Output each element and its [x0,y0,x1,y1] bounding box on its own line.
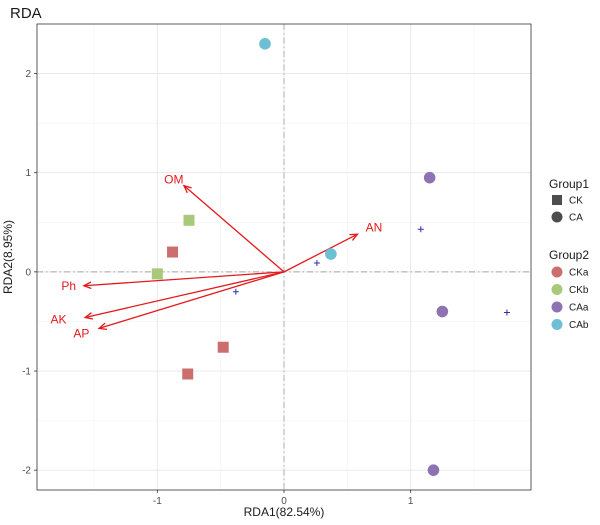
legend-label-ca: CA [569,213,583,224]
x-axis-ticks: -1 0 1 [153,490,414,507]
y-axis-ticks: -2 -1 0 1 2 [22,69,37,477]
legend-key-ckb [551,284,563,295]
legend-label-cab: CAb [569,320,589,331]
x-axis-title: RDA1(82.54%) [244,505,325,519]
y-tick-label: -1 [22,367,31,378]
legend-key-ck [552,195,562,205]
arrow-label-ak: AK [51,312,67,326]
arrow-head-an [349,233,359,241]
arrow-label-om: OM [164,173,183,187]
legend-label-ck: CK [569,196,583,207]
sample-point-cab [259,38,271,50]
arrow-head-om [182,184,192,194]
legend-label-caa: CAa [569,303,589,314]
sample-point-caa [436,305,449,318]
legend-key-cka [551,266,563,278]
arrow-line-om [183,185,285,273]
sample-point-cka [217,341,229,353]
species-points [232,226,510,316]
species-point [503,309,510,316]
arrow-line-an [283,233,358,273]
arrow-line-ph [83,271,285,287]
y-tick-label: 1 [25,168,31,179]
arrow-label-ap: AP [73,326,89,340]
x-tick-label: 1 [408,496,414,507]
sample-point-caa [423,171,436,184]
sample-point-cab [325,248,337,260]
sample-point-cka [167,246,179,258]
x-tick-label: 0 [281,496,287,507]
species-point [313,259,320,266]
arrow-line-ap [98,271,285,330]
reference-lines [37,24,531,490]
arrow-label-ph: Ph [61,279,76,293]
legend-key-caa [551,301,563,313]
arrow-line-ak [84,271,285,319]
species-point [232,288,239,295]
legend-key-ca [551,211,563,223]
chart-title: RDA [10,5,42,22]
legend-key-cab [551,319,563,330]
x-tick-label: -1 [153,496,162,507]
arrow-head-ak [83,312,94,320]
sample-point-ckb [151,268,163,280]
sample-point-caa [427,464,440,476]
y-tick-label: 0 [25,267,31,278]
legend-title-group1: Group1 [549,177,589,191]
arrow-head-ph [82,281,92,290]
environment-arrows: OM AN Ph AK AP [51,173,383,341]
arrow-label-an: AN [366,220,383,234]
y-tick-label: 2 [25,69,31,80]
y-axis-title: RDA2(8.95%) [1,220,15,294]
legend-title-group2: Group2 [549,248,589,262]
sample-point-cka [182,368,194,380]
legend: Group1 CK CA Group2 CKa CKb CAa CAb [549,177,589,331]
species-point [417,226,424,233]
legend-label-ckb: CKb [569,285,589,296]
arrow-head-ap [97,322,108,331]
sample-points [151,38,449,476]
sample-point-ckb [183,214,195,226]
legend-label-cka: CKa [569,268,589,279]
y-tick-label: -2 [22,466,31,477]
